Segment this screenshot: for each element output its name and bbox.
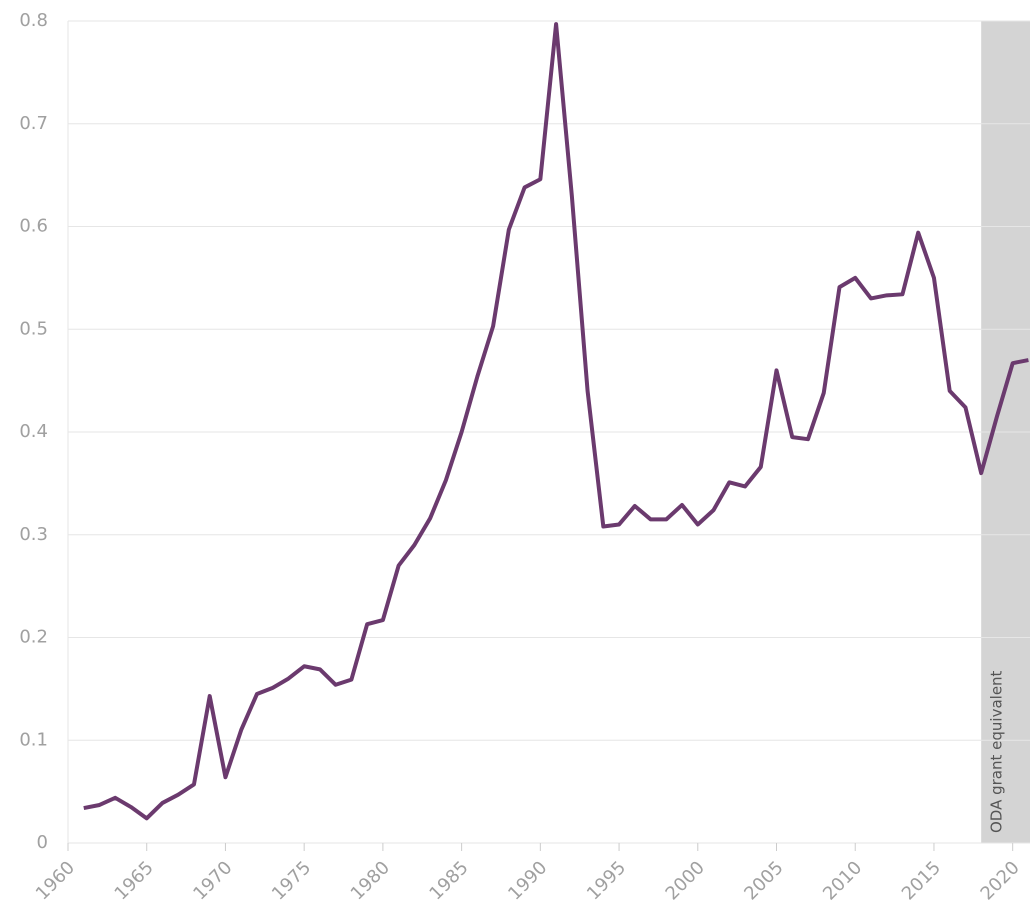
x-tick-label: 1980	[347, 857, 394, 904]
region-label: ODA grant equivalent	[988, 670, 1006, 833]
y-tick-label: 0	[37, 832, 48, 853]
x-tick-label: 1975	[268, 857, 315, 904]
line	[83, 22, 1029, 821]
x-tick-label: 1995	[583, 857, 630, 904]
x-tick-label: 2010	[819, 857, 866, 904]
y-tick-label: 0.2	[19, 627, 48, 648]
y-tick-label: 0.5	[19, 318, 48, 339]
y-tick-label: 0.6	[19, 216, 48, 237]
x-tick-label: 2000	[662, 857, 709, 904]
x-tick-label: 1965	[111, 857, 158, 904]
y-tick-label: 0.8	[19, 10, 48, 31]
y-tick-label: 0.1	[19, 729, 48, 750]
x-tick-label: 1985	[425, 857, 472, 904]
y-tick-label: 0.7	[19, 113, 48, 134]
x-tick-label: 1960	[32, 857, 79, 904]
x-tick-label: 2005	[740, 857, 787, 904]
x-tick-label: 2020	[977, 857, 1024, 904]
y-tick-label: 0.3	[19, 524, 48, 545]
y-tick-label: 0.4	[19, 421, 48, 442]
x-tick-label: 1970	[189, 857, 236, 904]
x-tick-label: 2015	[898, 857, 945, 904]
x-tick-label: 1990	[504, 857, 551, 904]
